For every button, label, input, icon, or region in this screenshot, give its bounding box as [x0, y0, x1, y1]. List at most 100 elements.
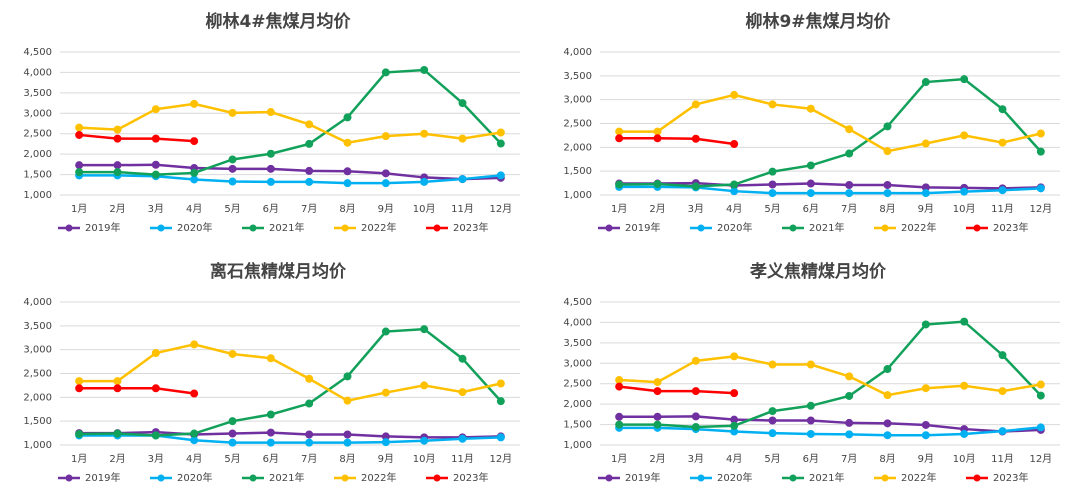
- y-tick-label: 4,000: [23, 297, 52, 308]
- data-point: [75, 377, 84, 386]
- data-point: [75, 430, 84, 439]
- x-tick-label: 3月: [688, 453, 704, 465]
- data-point: [228, 438, 237, 447]
- x-tick-label: 4月: [186, 453, 202, 465]
- data-point: [75, 123, 84, 132]
- legend-marker: [789, 474, 797, 482]
- series-line: [79, 133, 195, 143]
- legend-marker: [341, 474, 349, 482]
- data-point: [883, 431, 892, 440]
- data-point: [343, 138, 352, 147]
- data-point: [228, 155, 237, 164]
- data-point: [190, 137, 199, 146]
- y-tick-label: 3,000: [23, 345, 52, 356]
- series-line: [619, 185, 1041, 195]
- legend-marker: [65, 224, 73, 232]
- data-point: [496, 171, 505, 180]
- x-tick-label: 3月: [148, 453, 164, 465]
- data-point: [845, 180, 854, 189]
- y-tick-label: 3,500: [563, 338, 592, 349]
- series-line: [619, 320, 1042, 429]
- x-tick-label: 1月: [611, 203, 627, 215]
- data-point: [266, 164, 275, 173]
- legend-marker: [433, 224, 441, 232]
- data-point: [228, 429, 237, 438]
- data-point: [883, 147, 892, 156]
- data-point: [458, 134, 467, 143]
- data-point: [458, 354, 467, 363]
- legend-marker: [789, 224, 797, 232]
- series-line: [619, 415, 1041, 433]
- chart-title: 柳林9#焦煤月均价: [745, 11, 891, 32]
- data-point: [113, 377, 122, 386]
- data-point: [883, 189, 892, 198]
- data-point: [806, 161, 815, 170]
- data-point: [496, 128, 505, 137]
- legend-marker: [341, 224, 349, 232]
- y-tick-label: 1,000: [23, 190, 52, 201]
- data-point: [883, 391, 892, 400]
- legend-label: 2023年: [453, 471, 488, 484]
- data-point: [615, 420, 624, 429]
- data-point: [266, 149, 275, 158]
- data-point: [691, 387, 700, 396]
- data-point: [883, 180, 892, 189]
- chart: 柳林9#焦煤月均价 1,000 1,500 2,000 2,500 3,000 3,500 4…: [563, 11, 1060, 234]
- y-tick-label: 2,000: [563, 142, 592, 153]
- data-point: [691, 423, 700, 432]
- data-point: [768, 407, 777, 416]
- y-tick-label: 2,000: [563, 399, 592, 410]
- data-point: [113, 384, 122, 393]
- y-tick-label: 2,500: [563, 379, 592, 390]
- x-tick-label: 8月: [339, 203, 355, 215]
- legend-label: 2020年: [717, 221, 752, 234]
- data-point: [768, 167, 777, 176]
- data-point: [151, 431, 160, 440]
- y-tick-label: 3,000: [563, 358, 592, 369]
- data-point: [420, 129, 429, 138]
- data-point: [845, 125, 854, 134]
- x-tick-label: 2月: [649, 453, 665, 465]
- data-point: [1036, 147, 1045, 156]
- x-tick-label: 7月: [301, 453, 317, 465]
- data-point: [266, 354, 275, 363]
- x-tick-label: 9月: [918, 203, 934, 215]
- data-point: [921, 384, 930, 393]
- data-point: [75, 384, 84, 393]
- data-point: [151, 170, 160, 179]
- x-tick-label: 6月: [263, 203, 279, 215]
- legend-label: 2022年: [361, 471, 396, 484]
- data-point: [768, 416, 777, 425]
- data-point: [691, 356, 700, 365]
- series-line: [619, 137, 735, 146]
- data-point: [883, 122, 892, 131]
- chart-title: 柳林4#焦煤月均价: [205, 11, 351, 32]
- data-point: [381, 179, 390, 188]
- data-point: [228, 164, 237, 173]
- x-tick-label: 9月: [378, 203, 394, 215]
- data-point: [806, 416, 815, 425]
- data-point: [305, 430, 314, 439]
- y-tick-label: 1,000: [563, 190, 592, 201]
- x-tick-label: 10月: [413, 203, 436, 215]
- data-point: [190, 175, 199, 184]
- legend-label: 2019年: [625, 471, 660, 484]
- data-point: [653, 420, 662, 429]
- x-tick-label: 5月: [224, 453, 240, 465]
- data-point: [960, 187, 969, 196]
- data-point: [615, 134, 624, 143]
- x-tick-label: 3月: [148, 203, 164, 215]
- series-line: [619, 426, 1041, 437]
- data-point: [768, 180, 777, 189]
- data-point: [496, 139, 505, 148]
- series-line: [79, 68, 502, 176]
- x-tick-label: 12月: [1029, 453, 1052, 465]
- data-point: [458, 434, 467, 443]
- data-point: [806, 429, 815, 438]
- data-point: [730, 352, 739, 361]
- y-tick-label: 3,500: [563, 71, 592, 82]
- legend-label: 2021年: [269, 221, 304, 234]
- data-point: [1036, 380, 1045, 389]
- data-point: [496, 433, 505, 442]
- x-tick-label: 2月: [109, 203, 125, 215]
